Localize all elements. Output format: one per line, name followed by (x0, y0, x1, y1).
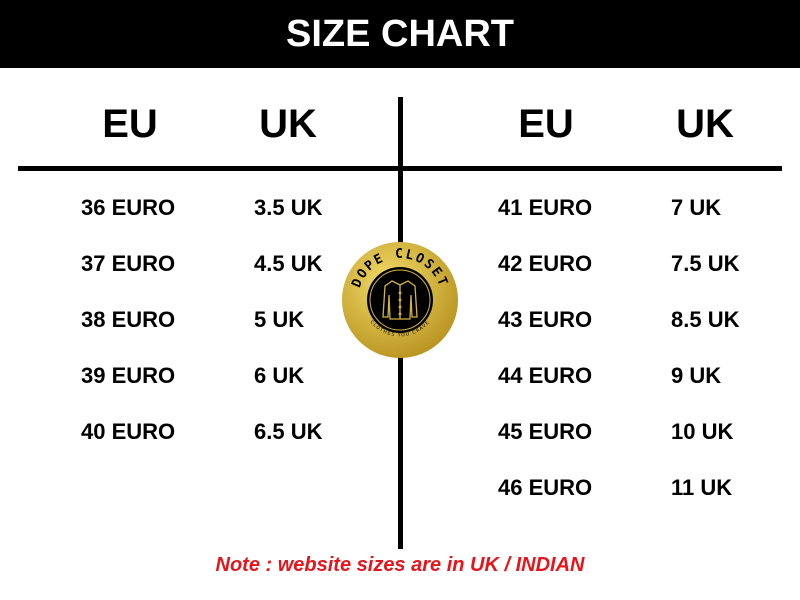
left-eu-size: 37 EURO (81, 251, 176, 276)
right-eu-size: 42 EURO (498, 251, 593, 276)
right-eu-size: 45 EURO (498, 419, 593, 444)
dope-closet-logo: DOPE CLOSET CLOTHES YOU CRAVE (342, 242, 458, 358)
left-eu-size: 36 EURO (81, 195, 176, 220)
right-eu-size: 43 EURO (498, 307, 593, 332)
left-eu-size: 39 EURO (81, 363, 176, 388)
right-uk-size: 11 UK (671, 475, 733, 500)
right-eu-header: EU (518, 102, 574, 146)
right-uk-size: 8.5 UK (671, 307, 740, 332)
left-uk-size: 5 UK (254, 307, 305, 332)
right-uk-size: 7 UK (671, 195, 722, 220)
left-eu-size: 40 EURO (81, 419, 176, 444)
left-eu-size: 38 EURO (81, 307, 176, 332)
shirt-icon (382, 280, 418, 320)
horizontal-divider (18, 166, 782, 171)
right-eu-size: 46 EURO (498, 475, 593, 500)
left-uk-header: UK (259, 102, 317, 146)
right-uk-header: UK (676, 102, 734, 146)
right-eu-size: 44 EURO (498, 363, 593, 388)
right-eu-size: 41 EURO (498, 195, 593, 220)
left-eu-header: EU (102, 102, 158, 146)
right-uk-size: 10 UK (671, 419, 734, 444)
left-uk-size: 6 UK (254, 363, 305, 388)
right-uk-size: 9 UK (671, 363, 722, 388)
left-uk-size: 6.5 UK (254, 419, 323, 444)
page-title: SIZE CHART (0, 0, 800, 68)
right-uk-size: 7.5 UK (671, 251, 740, 276)
size-note: Note : website sizes are in UK / INDIAN (215, 554, 585, 576)
left-uk-size: 3.5 UK (254, 195, 323, 220)
left-uk-size: 4.5 UK (254, 251, 323, 276)
